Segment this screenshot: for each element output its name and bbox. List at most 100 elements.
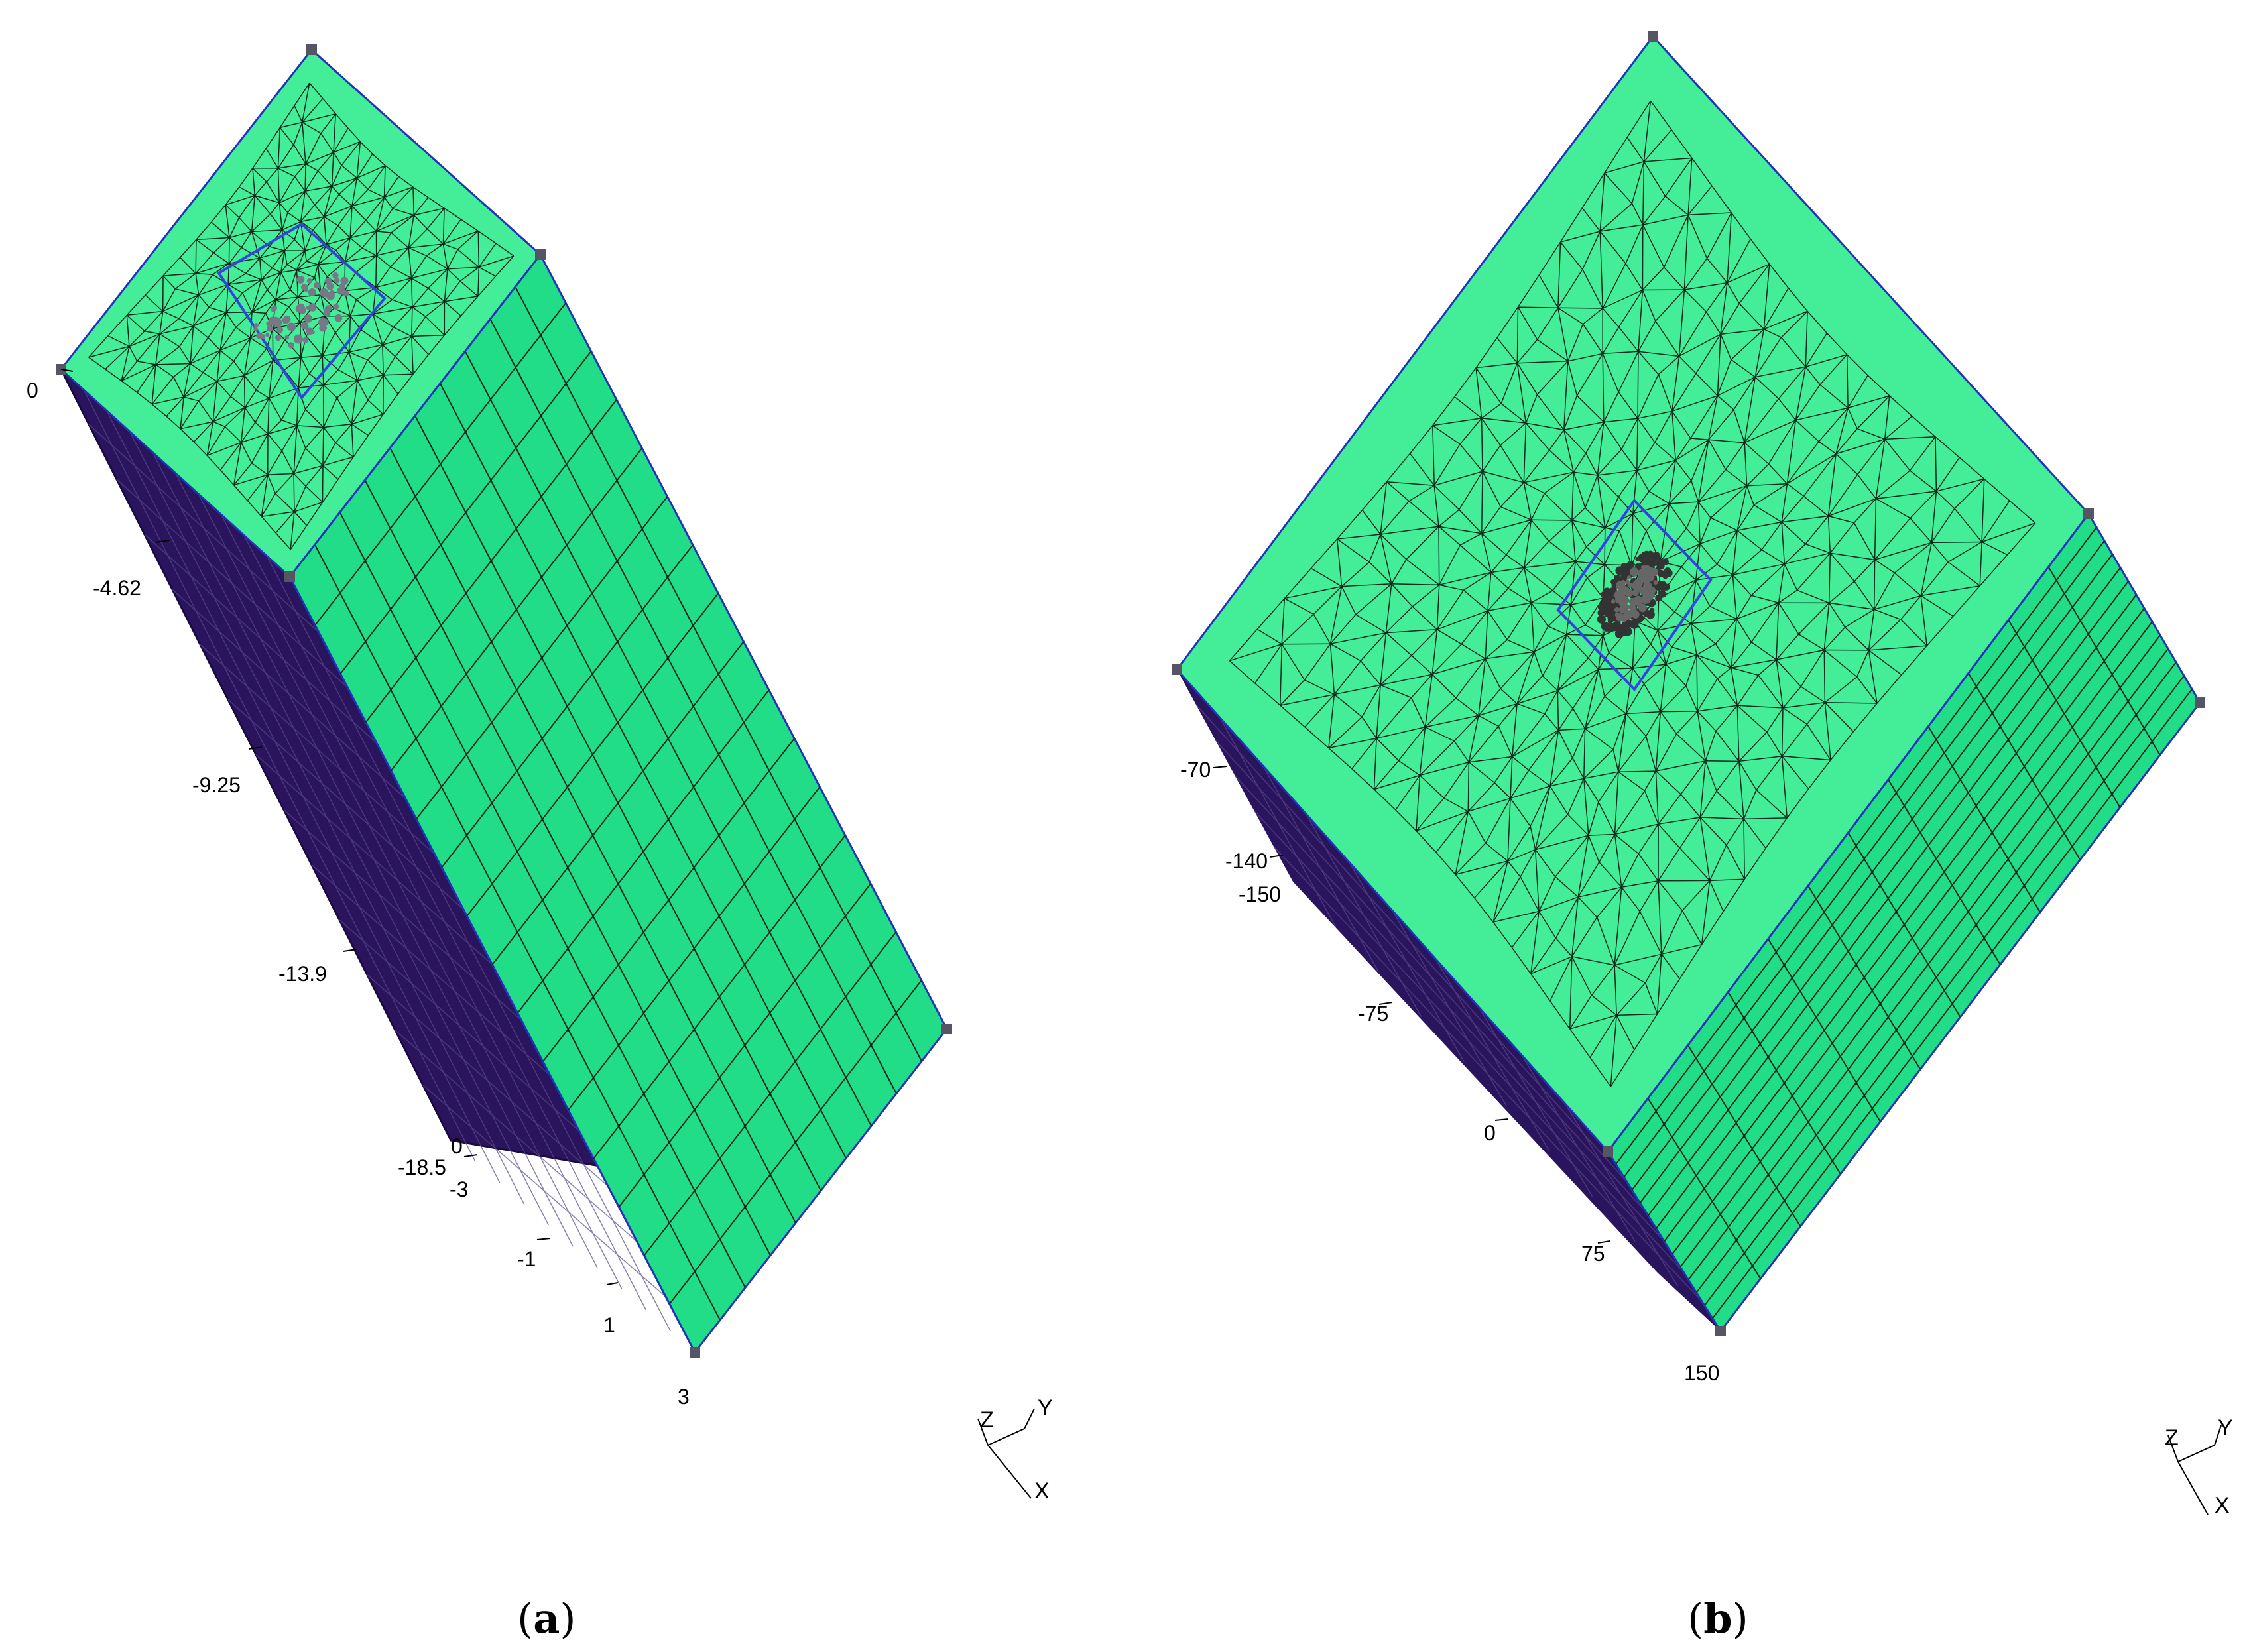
mesh-line — [1455, 697, 1479, 716]
mesh-line — [326, 244, 336, 251]
mesh-line — [1610, 1049, 1635, 1087]
mesh-line — [568, 786, 821, 1111]
mesh-line — [261, 474, 269, 517]
mesh-line — [229, 231, 252, 239]
mesh-line — [367, 974, 609, 1187]
mesh-line — [1534, 634, 1567, 652]
mesh-line — [1668, 460, 1676, 504]
mesh-line — [282, 221, 301, 231]
mesh-line — [1705, 760, 1717, 792]
mesh-line — [1572, 758, 1585, 779]
mesh-line — [193, 307, 210, 327]
mesh-line — [281, 419, 297, 426]
mesh-line — [1549, 758, 1573, 787]
mesh-line — [1743, 790, 1757, 819]
pile-node — [320, 290, 325, 296]
mesh-line — [1847, 408, 1858, 429]
mesh-line — [1490, 571, 1509, 589]
mesh-line — [1571, 917, 1598, 957]
mesh-line — [1818, 441, 1837, 455]
mesh-line — [1953, 585, 1980, 617]
mesh-line — [411, 335, 429, 355]
mesh-line — [1638, 853, 1659, 882]
mesh-line — [356, 141, 361, 178]
mesh-line — [302, 121, 322, 134]
mesh-line — [1469, 756, 1512, 763]
panel-b-side-face-mesh — [1195, 704, 1703, 1302]
mesh-line — [1695, 563, 1718, 581]
pile-node — [1608, 607, 1615, 615]
mesh-line — [1459, 471, 1483, 510]
mesh-line — [1589, 1015, 1617, 1058]
mesh-line — [1921, 585, 1980, 597]
mesh-line — [265, 148, 279, 169]
mesh-line — [1596, 917, 1615, 966]
mesh-line — [1805, 516, 1829, 545]
mesh-line — [137, 333, 160, 362]
mesh-line — [1563, 421, 1604, 431]
mesh-line — [1328, 716, 1363, 748]
mesh-line — [300, 357, 310, 374]
mesh-line — [1603, 422, 1622, 450]
mesh-line — [428, 197, 445, 209]
mesh-line — [1758, 659, 1777, 676]
mesh-line — [444, 315, 461, 336]
mesh-line — [278, 176, 296, 204]
mesh-line — [1954, 508, 1982, 542]
mesh-line — [284, 250, 288, 265]
mesh-line — [266, 181, 280, 204]
panel-b-triad-z: Z — [2165, 1425, 2179, 1450]
mesh-line — [1642, 224, 1665, 268]
mesh-line — [277, 168, 280, 203]
mesh-line — [1638, 290, 1644, 352]
mesh-line — [477, 230, 497, 244]
mesh-line — [280, 272, 291, 290]
mesh-line — [294, 501, 323, 512]
mesh-line — [1668, 503, 1687, 529]
mesh-line — [1538, 876, 1556, 912]
mesh-line — [1657, 630, 1672, 648]
mesh-line — [1656, 760, 1706, 772]
mesh-line — [1542, 675, 1558, 691]
mesh-line — [1572, 728, 1586, 758]
mesh-line — [267, 450, 282, 475]
mesh-line — [422, 1085, 666, 1297]
mesh-line — [1500, 482, 1524, 508]
mesh-line — [1424, 697, 1457, 728]
mesh-line — [1542, 634, 1567, 676]
mesh-line — [373, 306, 413, 315]
mesh-line — [1510, 797, 1531, 827]
mesh-line — [1867, 375, 1890, 396]
mesh-line — [1455, 874, 1475, 898]
mesh-line — [1671, 623, 1691, 648]
mesh-line — [382, 344, 396, 357]
mesh-line — [411, 278, 429, 289]
mesh-line — [1517, 306, 1538, 340]
mesh-line — [1671, 373, 1697, 412]
mesh-line — [1280, 644, 1283, 706]
mesh-line — [121, 361, 138, 381]
mesh-line — [1468, 726, 1499, 763]
mesh-line — [225, 186, 240, 206]
mesh-line — [261, 493, 276, 517]
mesh-line — [1588, 835, 1600, 862]
mesh-line — [344, 237, 351, 262]
mesh-line — [1654, 442, 1676, 461]
mesh-line — [1360, 660, 1381, 685]
mesh-line — [1884, 438, 1911, 471]
mesh-line — [1679, 333, 1721, 357]
mesh-line — [1618, 470, 1638, 498]
mesh-line — [1655, 320, 1680, 357]
mesh-line — [190, 325, 194, 364]
mesh-line — [1661, 910, 1683, 955]
pile-node — [271, 316, 280, 325]
mesh-line — [359, 141, 373, 154]
mesh-line — [1476, 362, 1518, 369]
panel-b-label-3: -75 — [1358, 1002, 1388, 1026]
mesh-line — [1304, 643, 1331, 681]
mesh-line — [376, 231, 392, 233]
mesh-line — [1438, 526, 1461, 546]
mesh-line — [1555, 937, 1573, 957]
mesh-line — [1492, 860, 1508, 923]
mesh-line — [1557, 668, 1599, 691]
